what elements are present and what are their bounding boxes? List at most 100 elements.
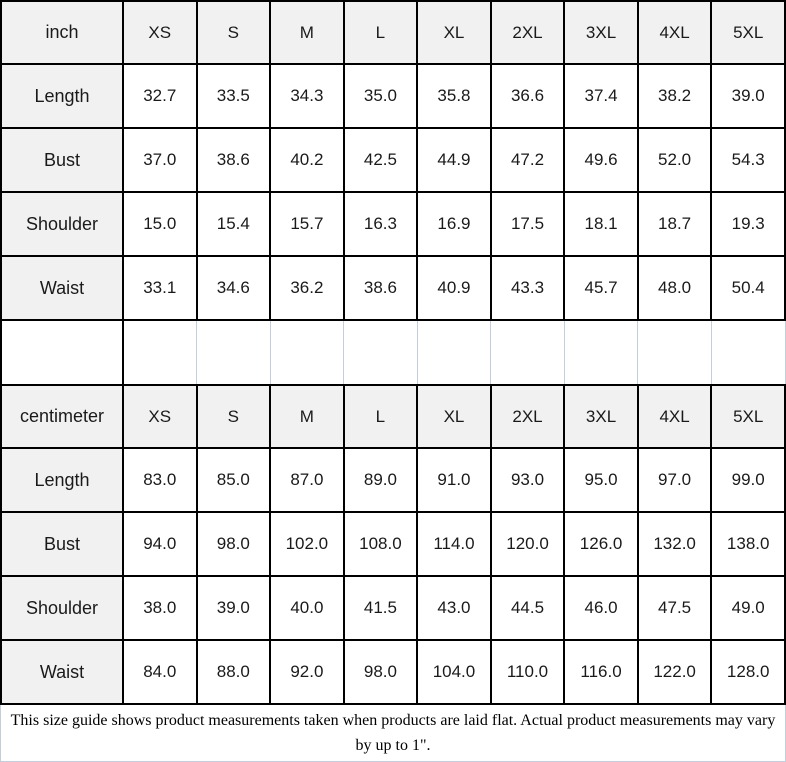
measurement-value-cell: 40.9 xyxy=(416,255,492,321)
measurement-value-cell: 43.0 xyxy=(416,575,492,641)
footer-note: This size guide shows product measuremen… xyxy=(0,705,786,762)
measurement-value-cell: 89.0 xyxy=(342,447,419,513)
measurement-value-cell: 83.0 xyxy=(122,447,198,513)
table-row: Shoulder 38.0 39.0 40.0 41.5 43.0 44.5 46.0 47.5… xyxy=(0,575,786,641)
measurement-value-cell: 46.0 xyxy=(563,575,639,641)
measurement-value-cell: 38.6 xyxy=(342,255,419,321)
size-column-header: 4XL xyxy=(636,384,713,449)
measurement-value-cell: 38.0 xyxy=(122,575,198,641)
measurement-value-cell: 44.9 xyxy=(416,127,492,193)
size-column-header: XL xyxy=(416,0,492,65)
measurement-value-cell: 15.0 xyxy=(122,191,198,257)
spacer-cell xyxy=(122,319,198,386)
table-row: Bust 37.0 38.6 40.2 42.5 44.9 47.2 49.6 52.0 54.3 xyxy=(0,127,786,193)
measurement-value-cell: 88.0 xyxy=(195,639,272,705)
measurement-row-label: Length xyxy=(0,63,124,129)
spacer-cell xyxy=(490,319,565,386)
size-column-header: M xyxy=(269,384,345,449)
size-column-header: M xyxy=(269,0,345,65)
measurement-value-cell: 43.3 xyxy=(489,255,566,321)
measurement-value-cell: 33.5 xyxy=(195,63,272,129)
size-column-header: XS xyxy=(122,384,198,449)
measurement-value-cell: 39.0 xyxy=(710,63,786,129)
measurement-value-cell: 114.0 xyxy=(416,511,492,577)
measurement-value-cell: 49.6 xyxy=(563,127,639,193)
table-row: Length 32.7 33.5 34.3 35.0 35.8 36.6 37.4 38.2 39… xyxy=(0,63,786,129)
measurement-value-cell: 49.0 xyxy=(710,575,786,641)
measurement-row-label: Length xyxy=(0,447,124,513)
measurement-value-cell: 126.0 xyxy=(563,511,639,577)
size-column-header: 5XL xyxy=(710,0,786,65)
measurement-value-cell: 97.0 xyxy=(636,447,713,513)
measurement-value-cell: 40.0 xyxy=(269,575,345,641)
measurement-value-cell: 42.5 xyxy=(342,127,419,193)
size-column-header: 2XL xyxy=(489,384,566,449)
measurement-value-cell: 54.3 xyxy=(710,127,786,193)
measurement-value-cell: 102.0 xyxy=(269,511,345,577)
size-column-header: XL xyxy=(416,384,492,449)
measurement-value-cell: 110.0 xyxy=(489,639,566,705)
measurement-row-label: Waist xyxy=(0,255,124,321)
table-row: Waist 33.1 34.6 36.2 38.6 40.9 43.3 45.7 48.0 50.… xyxy=(0,255,786,321)
measurement-value-cell: 37.4 xyxy=(563,63,639,129)
measurement-value-cell: 38.6 xyxy=(195,127,272,193)
measurement-value-cell: 47.5 xyxy=(636,575,713,641)
measurement-value-cell: 34.6 xyxy=(195,255,272,321)
measurement-value-cell: 85.0 xyxy=(195,447,272,513)
measurement-value-cell: 98.0 xyxy=(342,639,419,705)
size-column-header: 3XL xyxy=(563,384,639,449)
measurement-value-cell: 18.1 xyxy=(563,191,639,257)
size-column-header: S xyxy=(195,0,272,65)
measurement-value-cell: 138.0 xyxy=(710,511,786,577)
measurement-value-cell: 50.4 xyxy=(710,255,786,321)
size-column-header: L xyxy=(342,0,419,65)
table-row: Length 83.0 85.0 87.0 89.0 91.0 93.0 95.0 97.0 99… xyxy=(0,447,786,513)
size-header-row-inch: inch XS S M L XL 2XL 3XL 4XL 5XL xyxy=(0,0,786,65)
measurement-value-cell: 91.0 xyxy=(416,447,492,513)
measurement-row-label: Bust xyxy=(0,511,124,577)
measurement-value-cell: 36.6 xyxy=(489,63,566,129)
measurement-row-label: Bust xyxy=(0,127,124,193)
measurement-value-cell: 41.5 xyxy=(342,575,419,641)
size-column-header: L xyxy=(342,384,419,449)
measurement-value-cell: 47.2 xyxy=(489,127,566,193)
measurement-value-cell: 34.3 xyxy=(269,63,345,129)
measurement-row-label: Waist xyxy=(0,639,124,705)
measurement-value-cell: 120.0 xyxy=(489,511,566,577)
size-column-header: 5XL xyxy=(710,384,786,449)
size-column-header: 4XL xyxy=(636,0,713,65)
measurement-row-label: Shoulder xyxy=(0,191,124,257)
spacer-cell xyxy=(563,319,639,386)
measurement-value-cell: 37.0 xyxy=(122,127,198,193)
spacer-cell-label-column xyxy=(0,319,124,386)
measurement-value-cell: 44.5 xyxy=(489,575,566,641)
spacer-cell xyxy=(637,319,712,386)
measurement-value-cell: 116.0 xyxy=(563,639,639,705)
measurement-value-cell: 98.0 xyxy=(195,511,272,577)
size-header-row-centimeter: centimeter XS S M L XL 2XL 3XL 4XL 5XL xyxy=(0,384,786,449)
measurement-value-cell: 16.9 xyxy=(416,191,492,257)
measurement-value-cell: 132.0 xyxy=(636,511,713,577)
measurement-value-cell: 95.0 xyxy=(563,447,639,513)
measurement-value-cell: 92.0 xyxy=(269,639,345,705)
measurement-value-cell: 39.0 xyxy=(195,575,272,641)
measurement-value-cell: 18.7 xyxy=(636,191,713,257)
measurement-value-cell: 122.0 xyxy=(636,639,713,705)
size-column-header: 2XL xyxy=(489,0,566,65)
table-row: Shoulder 15.0 15.4 15.7 16.3 16.9 17.5 18.1 18.7… xyxy=(0,191,786,257)
unit-header-inch: inch xyxy=(0,0,124,65)
spacer-cell xyxy=(269,319,345,386)
measurement-value-cell: 19.3 xyxy=(710,191,786,257)
measurement-value-cell: 87.0 xyxy=(269,447,345,513)
measurement-value-cell: 36.2 xyxy=(269,255,345,321)
measurement-value-cell: 84.0 xyxy=(122,639,198,705)
measurement-value-cell: 15.4 xyxy=(195,191,272,257)
measurement-value-cell: 45.7 xyxy=(563,255,639,321)
size-column-header: 3XL xyxy=(563,0,639,65)
measurement-value-cell: 15.7 xyxy=(269,191,345,257)
measurement-row-label: Shoulder xyxy=(0,575,124,641)
measurement-value-cell: 93.0 xyxy=(489,447,566,513)
measurement-value-cell: 32.7 xyxy=(122,63,198,129)
measurement-value-cell: 35.0 xyxy=(342,63,419,129)
